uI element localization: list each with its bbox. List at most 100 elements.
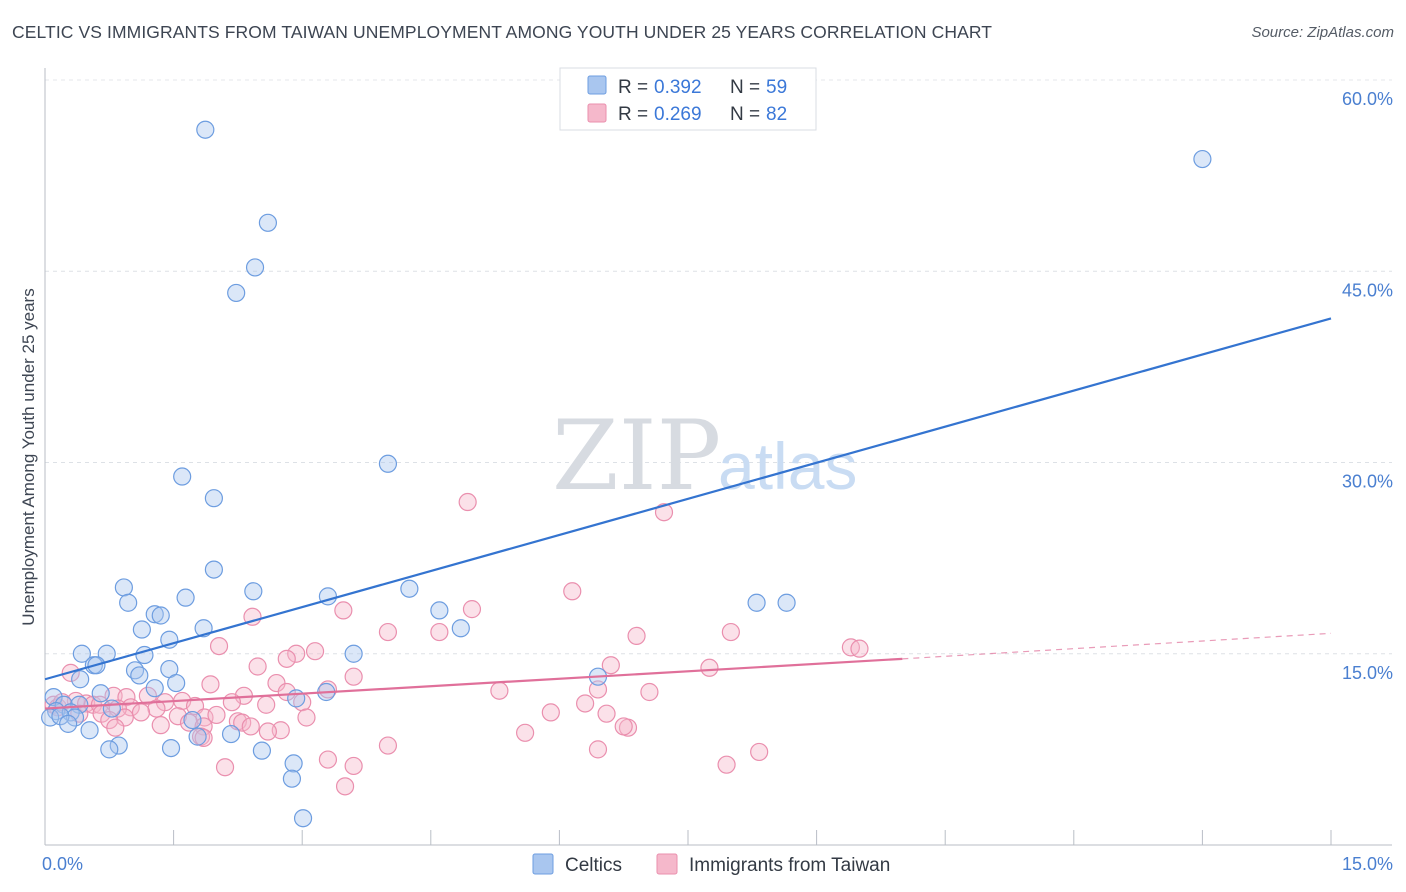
data-point	[451, 619, 470, 638]
data-point	[277, 682, 296, 702]
data-point	[588, 740, 608, 759]
data-point	[490, 681, 509, 700]
data-point	[344, 667, 363, 686]
data-point	[378, 454, 398, 473]
data-point	[297, 708, 316, 727]
data-point	[516, 723, 535, 742]
bottom-legend-taiwan: Immigrants from Taiwan	[689, 855, 890, 876]
data-point	[204, 489, 223, 508]
y-tick-label: 60.0%	[1342, 89, 1393, 109]
y-axis-label: Unemployment Among Youth under 25 years	[19, 288, 38, 625]
data-point	[77, 694, 96, 713]
data-point	[334, 601, 353, 620]
legend-r-value-celtics: 0.392	[654, 77, 702, 98]
data-point	[305, 642, 325, 661]
data-point	[106, 718, 125, 737]
data-point	[194, 728, 213, 748]
data-point	[179, 713, 199, 732]
data-point	[130, 666, 149, 685]
data-point	[151, 716, 170, 735]
data-point	[462, 600, 482, 619]
data-point	[277, 649, 296, 668]
data-point	[244, 582, 263, 601]
data-point	[65, 708, 85, 727]
data-point	[458, 492, 477, 512]
data-point	[145, 679, 164, 698]
data-point	[201, 675, 220, 694]
data-point	[215, 758, 235, 777]
trend-line-celtics	[44, 317, 1332, 681]
series-celtics	[41, 120, 1212, 828]
data-point	[257, 695, 276, 714]
bottom-legend-swatch-taiwan	[656, 853, 678, 875]
data-point	[243, 607, 262, 626]
data-point	[227, 283, 246, 303]
x-tick-label-max: 15.0%	[1342, 854, 1393, 874]
series-layer	[41, 120, 1212, 828]
data-point	[850, 639, 869, 658]
data-point	[344, 756, 363, 776]
data-point	[747, 593, 766, 612]
data-point	[318, 750, 338, 769]
data-point	[100, 740, 119, 759]
data-point	[430, 601, 449, 620]
data-point	[71, 670, 90, 689]
data-point	[563, 582, 582, 601]
data-point	[588, 680, 608, 699]
y-tick-label: 30.0%	[1342, 472, 1393, 492]
data-point	[267, 673, 286, 693]
data-point	[721, 622, 740, 642]
data-point	[196, 120, 215, 139]
data-point	[258, 722, 278, 741]
data-point	[145, 605, 164, 624]
data-point	[576, 694, 595, 713]
data-point	[287, 644, 306, 663]
data-point	[614, 717, 633, 736]
data-point	[119, 593, 138, 612]
data-point	[204, 560, 223, 579]
legend-r-value-taiwan: 0.269	[654, 104, 702, 125]
watermark-atlas: atlas	[718, 429, 857, 503]
bottom-legend-swatch-celtics	[532, 853, 554, 875]
legend-swatch-taiwan	[587, 103, 607, 123]
watermark-zip: ZIP	[552, 400, 721, 512]
data-point	[131, 703, 151, 722]
data-point	[700, 658, 719, 677]
trend-line-taiwan-extension	[902, 632, 1332, 660]
data-point	[378, 622, 398, 642]
data-point	[248, 657, 267, 676]
data-point	[541, 703, 560, 722]
x-tick-label-min: 0.0%	[42, 854, 83, 874]
trend-lines	[44, 317, 1332, 710]
data-point	[59, 714, 78, 733]
data-point	[91, 684, 110, 703]
data-point	[221, 724, 241, 744]
data-point	[168, 707, 187, 726]
data-point	[102, 699, 121, 718]
data-point	[293, 809, 313, 828]
data-point	[151, 606, 170, 625]
data-point	[287, 689, 306, 708]
watermark: ZIP atlas	[552, 400, 857, 512]
legend-top: R = 0.392 N = 59 R = 0.269 N = 82	[559, 67, 817, 131]
data-point	[335, 777, 355, 796]
data-point	[597, 704, 616, 723]
trend-line-taiwan	[44, 657, 903, 710]
data-point	[173, 467, 192, 486]
data-point	[72, 644, 91, 663]
data-point	[209, 636, 229, 656]
data-point	[109, 736, 128, 755]
data-point	[44, 687, 63, 707]
data-point	[138, 686, 157, 705]
legend-n-value-taiwan: 82	[766, 104, 787, 125]
data-point	[627, 626, 646, 646]
data-point	[400, 579, 419, 598]
data-point	[430, 622, 449, 642]
data-point	[114, 578, 133, 597]
data-point	[161, 738, 181, 758]
data-point	[271, 721, 290, 740]
legend-n-label-taiwan: N =	[730, 104, 760, 125]
data-point	[132, 620, 151, 639]
data-point	[233, 713, 252, 732]
